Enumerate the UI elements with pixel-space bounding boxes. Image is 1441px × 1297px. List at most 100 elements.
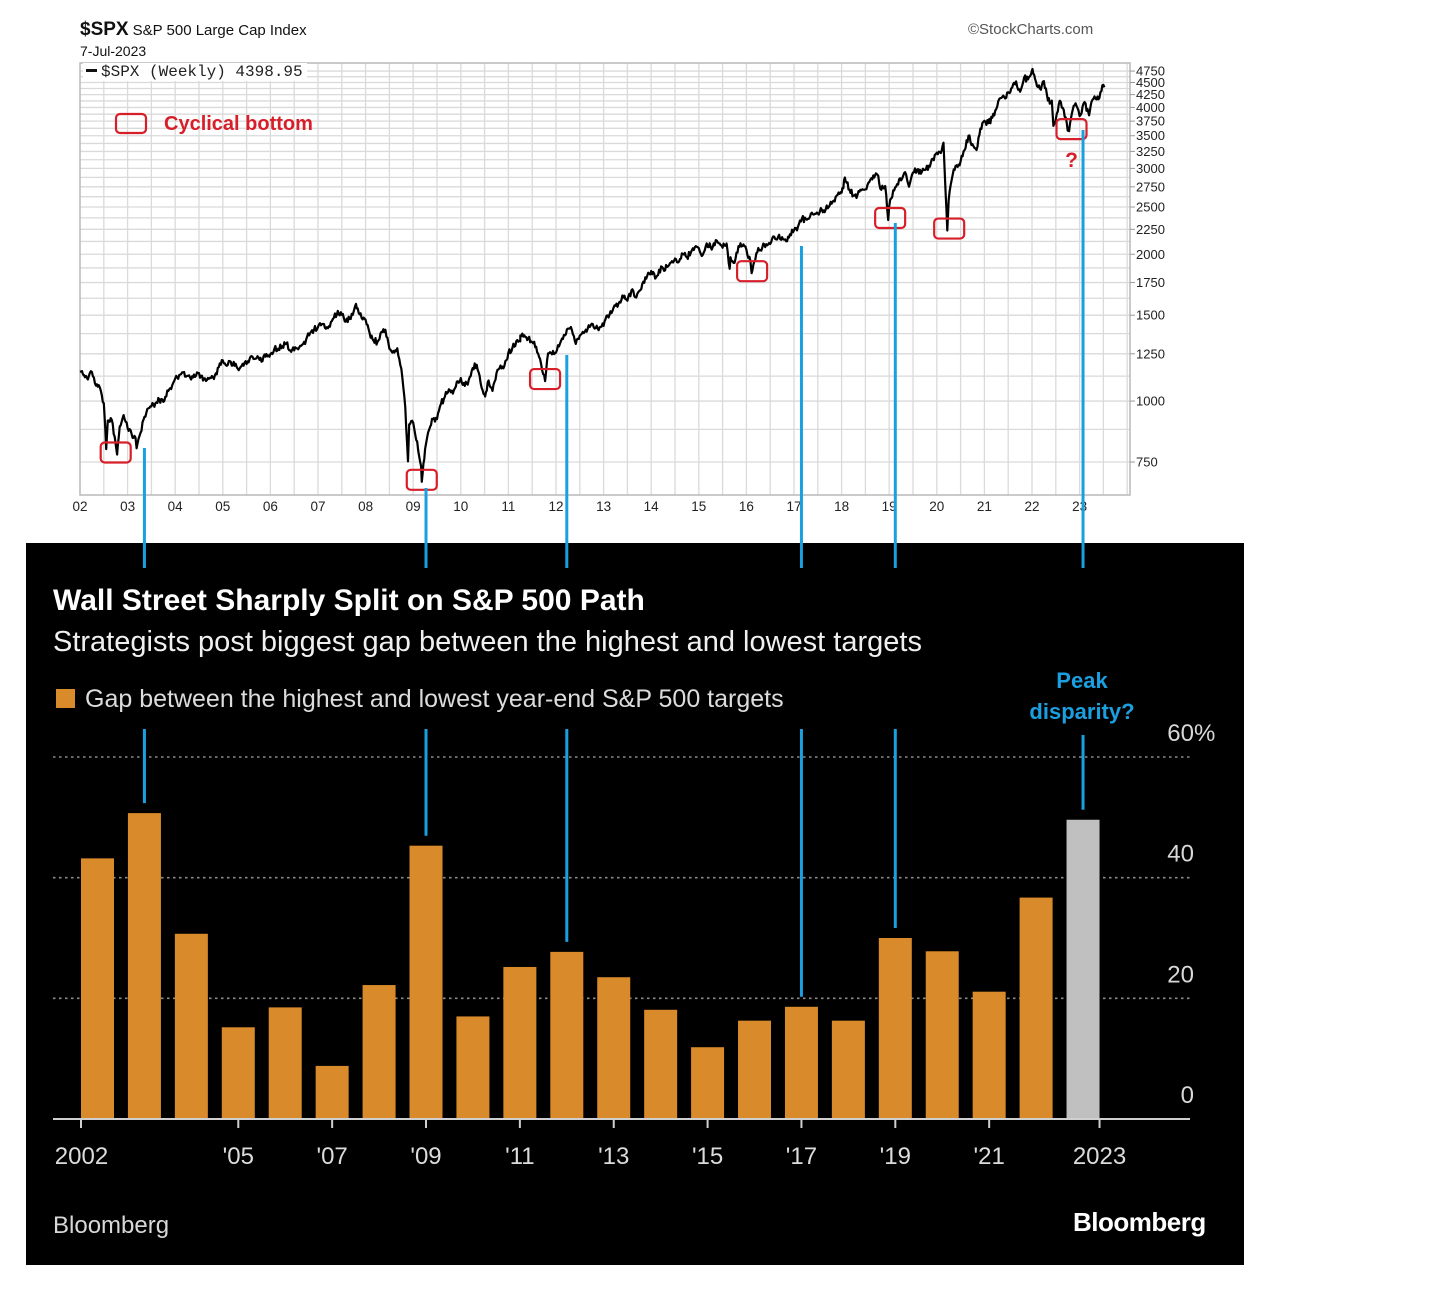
source-label: Bloomberg [53,1212,170,1239]
bar-2020 [925,951,959,1119]
stockcharts-copyright: ©StockCharts.com [968,21,1094,38]
bar-chart-gridlines [53,756,1190,1000]
spx-symbol: $SPX [80,19,129,40]
bar-y-tick-label: 0 [1181,1082,1194,1109]
spx-x-tick-label: 17 [786,499,801,514]
bar-2011 [503,966,537,1119]
spx-x-tick-label: 05 [215,499,230,514]
bar-2014 [644,1009,678,1119]
cyclical-bottom-marker [99,441,132,464]
spx-y-tick-label: 4250 [1136,87,1165,102]
spx-x-tick-label: 07 [310,499,325,514]
cyclical-bottom-marker [528,367,562,391]
spx-x-tick-label: 03 [120,499,135,514]
bar-2022 [1019,897,1053,1119]
bar-2017 [784,1006,818,1119]
bar-x-tick-label: '05 [223,1143,254,1170]
bar-2002 [81,858,114,1119]
bar-chart-bars [81,813,1100,1119]
spx-y-tick-label: 4000 [1136,100,1165,115]
connector-lines [142,130,1085,997]
spx-y-tick-label: 3750 [1136,114,1165,129]
cyclical-bottom-legend-label: Cyclical bottom [164,113,313,135]
bar-chart-y-axis: 0 20 40 60% [1167,720,1215,1109]
bloomberg-legend-label: Gap between the highest and lowest year-… [85,685,784,713]
spx-price-line [79,67,1106,483]
spx-y-tick-label: 4500 [1136,75,1165,90]
cyclical-bottom-marker [736,260,769,283]
spx-x-tick-label: 19 [882,499,897,514]
bar-2009 [409,845,443,1119]
bar-2010 [456,1016,490,1119]
legend-swatch-icon [56,689,75,708]
bar-2003 [127,813,161,1119]
spx-y-tick-label: 1000 [1136,394,1165,409]
bar-x-tick-label: '21 [974,1143,1005,1170]
spx-x-tick-label: 02 [72,499,87,514]
bar-chart-x-axis: 2002 '05 '07 '09 '11 '13 '15 '17 '19 '21 2023 [53,1118,1190,1170]
spx-x-tick-label: 11 [501,499,515,514]
spx-y-tick-label: 2500 [1136,199,1165,214]
bar-x-tick-label: '07 [317,1143,348,1170]
bar-y-tick-label: 40 [1167,841,1194,868]
cyclical-bottom-marker [405,468,438,491]
bar-x-tick-label: '15 [692,1143,723,1170]
bloomberg-logo: Bloomberg [1073,1207,1206,1237]
bar-2004 [174,933,208,1119]
spx-y-tick-label: 2000 [1136,247,1165,262]
spx-y-tick-label: 1250 [1136,346,1165,361]
spx-x-tick-label: 06 [263,499,278,514]
spx-x-tick-label: 16 [739,499,754,514]
spx-y-tick-label: 1750 [1136,275,1165,290]
bar-2018 [831,1020,865,1119]
spx-y-tick-label: 2750 [1136,179,1165,194]
spx-price-line-group [79,67,1106,483]
spx-header: $SPX S&P 500 Large Cap Index [80,19,307,42]
bar-y-tick-label: 60 [1167,720,1194,747]
bar-x-tick-label: '13 [598,1143,629,1170]
cyclical-bottom-marker [933,217,966,240]
spx-date: 7-Jul-2023 [80,43,147,59]
spx-legend-label: $SPX (Weekly) 4398.95 [101,63,303,81]
peak-annotation-line1: Peak [1056,668,1108,693]
bar-y-unit-label: % [1194,720,1215,747]
bar-x-tick-label: 2002 [55,1143,108,1170]
spx-x-tick-label: 18 [834,499,849,514]
bar-y-tick-label: 20 [1167,961,1194,988]
bar-2023 [1066,819,1100,1119]
bar-2012 [550,951,584,1119]
spx-index-name: S&P 500 Large Cap Index [132,22,307,39]
peak-disparity-annotation: Peak disparity? [1002,665,1162,727]
cyclical-bottom-marker [1055,118,1088,141]
spx-y-tick-label: 2250 [1136,222,1165,237]
spx-x-tick-label: 21 [977,499,992,514]
spx-x-tick-label: 23 [1072,499,1087,514]
spx-x-tick-label: 08 [358,499,373,514]
spx-x-tick-label: 22 [1024,499,1039,514]
spx-y-tick-label: 750 [1136,455,1158,470]
spx-x-tick-label: 20 [929,499,944,514]
bar-x-tick-label: '11 [505,1143,535,1170]
spx-x-tick-label: 15 [691,499,706,514]
bar-2019 [878,938,912,1119]
spx-y-tick-label: 1500 [1136,308,1165,323]
cyclical-bottom-markers: ? [99,118,1088,491]
spx-y-tick-label: 3000 [1136,161,1165,176]
cyclical-bottom-legend-icon [114,112,148,135]
bloomberg-chart-title: Wall Street Sharply Split on S&P 500 Pat… [53,584,645,617]
spx-legend: $SPX (Weekly) 4398.95 [83,63,307,81]
bar-x-tick-label: '19 [880,1143,911,1170]
spx-gridlines [80,63,1130,495]
bar-2006 [268,1007,302,1119]
spx-x-axis: 02 03 04 05 06 07 08 09 10 11 12 13 14 15 16 17 18 19 20 21… [72,499,1087,514]
bar-2007 [315,1065,349,1119]
bloomberg-chart-subtitle: Strategists post biggest gap between the… [53,626,922,658]
cyclical-bottom-question-label: ? [1065,149,1078,172]
bar-2013 [597,977,631,1119]
spx-x-tick-label: 14 [644,499,660,514]
bar-x-tick-label: '09 [410,1143,441,1170]
bar-2008 [362,985,396,1119]
spx-x-tick-label: 04 [168,499,184,514]
spx-x-tick-label: 13 [596,499,611,514]
spx-plot-border [79,62,1131,496]
